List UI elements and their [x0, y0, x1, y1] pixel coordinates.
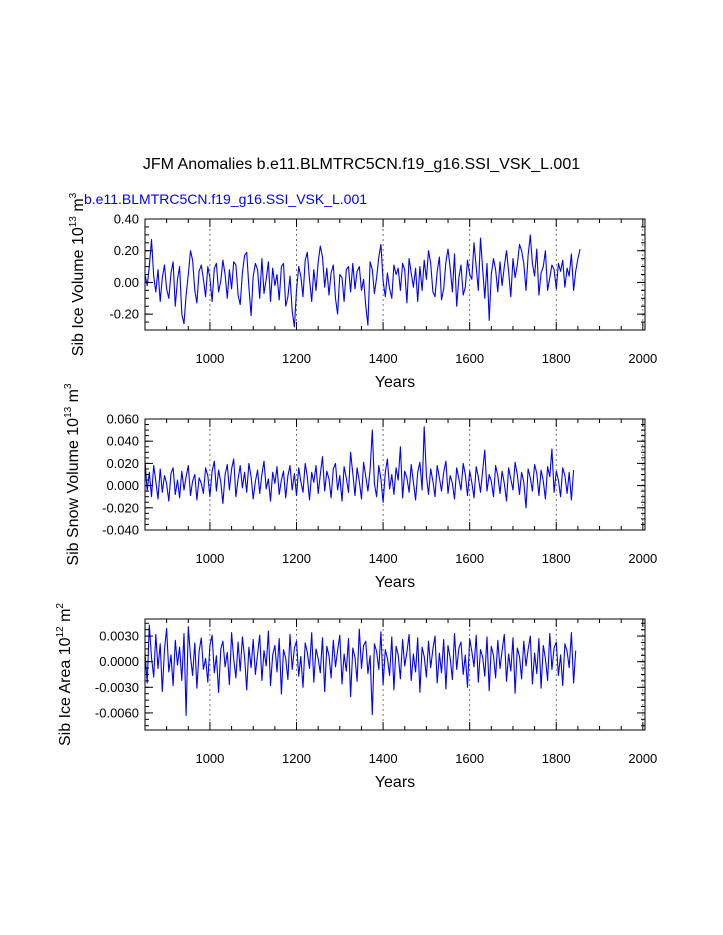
y-tick-label: -0.020	[102, 500, 139, 515]
series-line	[144, 234, 581, 328]
x-tick-label: 1400	[369, 751, 398, 766]
y-axis-title-part: Sib Ice Volume 10	[70, 227, 87, 356]
y-axis-title-exponent: 13	[63, 406, 74, 418]
chart-panel-3: 1000 1200 1400 1600 1800 2000 -0.0060 -0.0030 0.…	[55, 603, 657, 791]
y-axis-title-part: m	[65, 389, 82, 407]
y-axis-title-exponent: 2	[55, 603, 66, 609]
y-tick-label: -0.0030	[95, 680, 139, 695]
x-axis-title: Years	[375, 774, 415, 791]
chart-panel-1: 1000 1200 1400 1600 1800 2000 -0.20 0.00 0.20 0.4…	[68, 192, 657, 391]
y-axis-title-exponent: 13	[68, 216, 79, 228]
x-tick-label: 1800	[542, 551, 571, 566]
y-tick-label: 0.20	[114, 243, 139, 258]
x-tick-label: 1600	[455, 751, 484, 766]
x-tick-label: 1800	[542, 751, 571, 766]
series-line	[144, 624, 577, 717]
y-axis-title-part: m	[70, 198, 87, 216]
y-tick-label: 0.020	[106, 456, 139, 471]
run-label: b.e11.BLMTRC5CN.f19_g16.SSI_VSK_L.001	[84, 191, 368, 207]
y-axis-title-exponent: 12	[55, 626, 66, 638]
x-tick-label: 1200	[282, 551, 311, 566]
y-tick-label: 0.0000	[99, 654, 139, 669]
y-tick-label: 0.40	[114, 212, 139, 227]
x-tick-label: 1400	[369, 351, 398, 366]
x-tick-label: 1600	[455, 551, 484, 566]
y-axis-title-part: m	[57, 609, 74, 627]
series-line	[144, 426, 575, 509]
x-tick-label: 2000	[628, 751, 657, 766]
y-axis-title-part: Sib Ice Area 10	[57, 637, 74, 746]
x-tick-label: 2000	[628, 551, 657, 566]
y-axis-title: Sib Snow Volume 1013 m3	[63, 383, 82, 566]
y-tick-label: 0.040	[106, 434, 139, 449]
x-axis-title: Years	[375, 374, 415, 391]
y-tick-label: 0.0030	[99, 629, 139, 644]
x-tick-label: 1000	[195, 351, 224, 366]
chart-panel-2: 1000 1200 1400 1600 1800 2000 -0.040 -0.020 0.00…	[63, 383, 657, 591]
page-title: JFM Anomalies b.e11.BLMTRC5CN.f19_g16.SS…	[142, 156, 581, 173]
y-tick-label: -0.20	[109, 307, 139, 322]
y-axis-title: Sib Ice Area 1012 m2	[55, 603, 74, 746]
x-axis-title: Years	[375, 574, 415, 591]
y-tick-label: -0.040	[102, 523, 139, 538]
x-tick-label: 1600	[455, 351, 484, 366]
x-tick-label: 1200	[282, 751, 311, 766]
y-axis-title-exponent: 3	[63, 383, 74, 389]
x-tick-label: 2000	[628, 351, 657, 366]
x-tick-label: 1400	[369, 551, 398, 566]
x-tick-label: 1800	[542, 351, 571, 366]
x-tick-label: 1000	[195, 551, 224, 566]
y-tick-label: 0.000	[106, 478, 139, 493]
x-tick-label: 1000	[195, 751, 224, 766]
y-tick-label: 0.00	[114, 275, 139, 290]
y-tick-label: 0.060	[106, 412, 139, 427]
x-tick-label: 1200	[282, 351, 311, 366]
y-axis-title-part: Sib Snow Volume 10	[65, 418, 82, 566]
y-axis-title: Sib Ice Volume 1013 m3	[68, 192, 87, 356]
y-tick-label: -0.0060	[95, 705, 139, 720]
y-axis-title-exponent: 3	[68, 192, 79, 198]
plot-frame	[144, 218, 646, 331]
